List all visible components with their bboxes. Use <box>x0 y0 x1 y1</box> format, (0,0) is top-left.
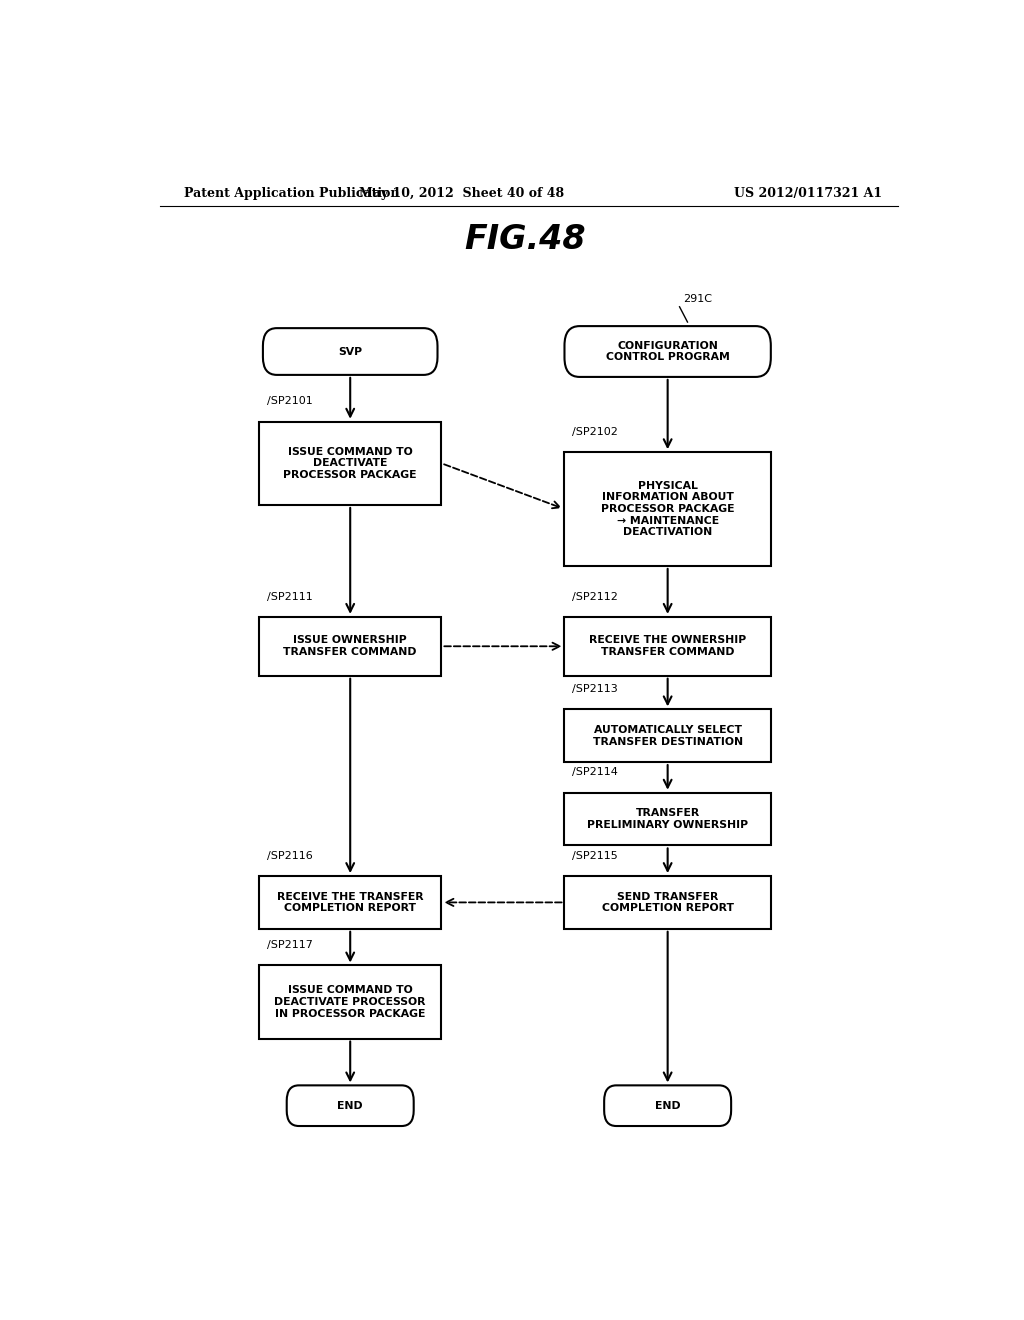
Text: /SP2111: /SP2111 <box>267 591 312 602</box>
FancyBboxPatch shape <box>564 453 771 566</box>
FancyBboxPatch shape <box>263 329 437 375</box>
Text: PHYSICAL
INFORMATION ABOUT
PROCESSOR PACKAGE
→ MAINTENANCE
DEACTIVATION: PHYSICAL INFORMATION ABOUT PROCESSOR PAC… <box>601 480 734 537</box>
Text: /SP2114: /SP2114 <box>572 767 618 777</box>
FancyBboxPatch shape <box>259 965 441 1039</box>
Text: Patent Application Publication: Patent Application Publication <box>183 187 399 201</box>
Text: ISSUE OWNERSHIP
TRANSFER COMMAND: ISSUE OWNERSHIP TRANSFER COMMAND <box>284 635 417 657</box>
Text: TRANSFER
PRELIMINARY OWNERSHIP: TRANSFER PRELIMINARY OWNERSHIP <box>587 808 749 830</box>
FancyBboxPatch shape <box>564 709 771 762</box>
FancyBboxPatch shape <box>564 792 771 846</box>
FancyBboxPatch shape <box>564 616 771 676</box>
Text: US 2012/0117321 A1: US 2012/0117321 A1 <box>734 187 882 201</box>
Text: May 10, 2012  Sheet 40 of 48: May 10, 2012 Sheet 40 of 48 <box>358 187 564 201</box>
Text: /SP2102: /SP2102 <box>572 426 618 437</box>
FancyBboxPatch shape <box>259 616 441 676</box>
Text: /SP2115: /SP2115 <box>572 850 618 861</box>
FancyBboxPatch shape <box>564 326 771 378</box>
Text: CONFIGURATION
CONTROL PROGRAM: CONFIGURATION CONTROL PROGRAM <box>606 341 729 362</box>
Text: 291C: 291C <box>684 294 713 304</box>
Text: ISSUE COMMAND TO
DEACTIVATE
PROCESSOR PACKAGE: ISSUE COMMAND TO DEACTIVATE PROCESSOR PA… <box>284 446 417 480</box>
Text: RECEIVE THE OWNERSHIP
TRANSFER COMMAND: RECEIVE THE OWNERSHIP TRANSFER COMMAND <box>589 635 746 657</box>
Text: RECEIVE THE TRANSFER
COMPLETION REPORT: RECEIVE THE TRANSFER COMPLETION REPORT <box>276 891 424 913</box>
Text: ISSUE COMMAND TO
DEACTIVATE PROCESSOR
IN PROCESSOR PACKAGE: ISSUE COMMAND TO DEACTIVATE PROCESSOR IN… <box>274 986 426 1019</box>
FancyBboxPatch shape <box>259 421 441 506</box>
Text: SEND TRANSFER
COMPLETION REPORT: SEND TRANSFER COMPLETION REPORT <box>602 891 733 913</box>
Text: AUTOMATICALLY SELECT
TRANSFER DESTINATION: AUTOMATICALLY SELECT TRANSFER DESTINATIO… <box>593 725 742 747</box>
Text: /SP2116: /SP2116 <box>267 850 312 861</box>
Text: FIG.48: FIG.48 <box>464 223 586 256</box>
Text: END: END <box>337 1101 364 1110</box>
FancyBboxPatch shape <box>287 1085 414 1126</box>
Text: END: END <box>654 1101 681 1110</box>
Text: SVP: SVP <box>338 347 362 356</box>
FancyBboxPatch shape <box>604 1085 731 1126</box>
Text: /SP2113: /SP2113 <box>572 684 618 694</box>
FancyBboxPatch shape <box>564 876 771 929</box>
Text: /SP2101: /SP2101 <box>267 396 312 407</box>
FancyBboxPatch shape <box>259 876 441 929</box>
Text: /SP2117: /SP2117 <box>267 940 312 950</box>
Text: /SP2112: /SP2112 <box>572 591 618 602</box>
